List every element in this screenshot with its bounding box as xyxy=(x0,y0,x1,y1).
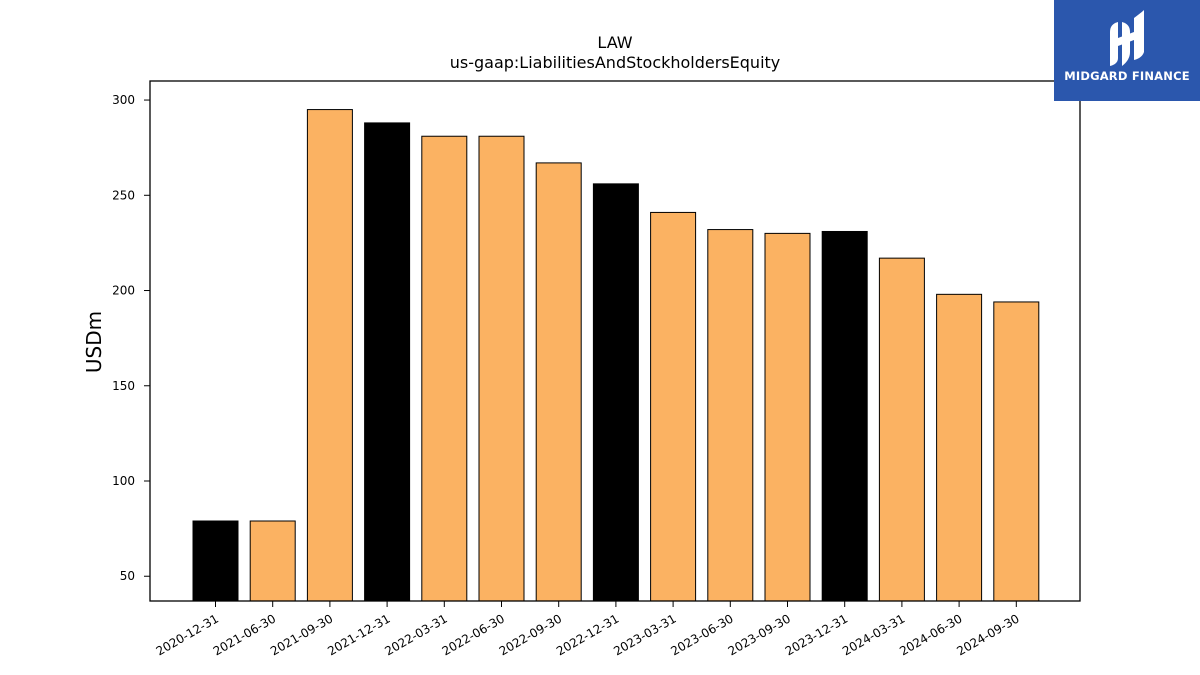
brand-logo: MIDGARD FINANCE xyxy=(1054,0,1200,101)
bar-2024-06-30 xyxy=(936,293,983,602)
x-tick-label: 2021-12-31 xyxy=(325,611,392,658)
bar-2020-12-31 xyxy=(192,520,239,602)
x-tick-label: 2022-12-31 xyxy=(554,611,621,658)
bar-2022-09-30 xyxy=(535,162,582,602)
x-tick-label: 2024-06-30 xyxy=(897,611,964,658)
bar-2023-12-31 xyxy=(821,230,868,602)
bars-group xyxy=(192,109,1040,602)
plot-frame xyxy=(149,80,1081,602)
y-tick-label: 250 xyxy=(112,188,135,202)
bar-2021-06-30 xyxy=(249,520,296,602)
x-tick-label: 2024-03-31 xyxy=(840,611,907,658)
bar-2022-03-31 xyxy=(421,135,468,602)
bar-2023-09-30 xyxy=(764,232,811,602)
x-tick-label: 2021-09-30 xyxy=(268,611,335,658)
chart-subtitle: us-gaap:LiabilitiesAndStockholdersEquity xyxy=(450,53,781,72)
bar-2024-03-31 xyxy=(878,257,925,602)
x-tick-label: 2022-03-31 xyxy=(382,611,449,658)
bar-2023-06-30 xyxy=(707,229,754,602)
y-tick-label: 100 xyxy=(112,474,135,488)
y-tick-label: 50 xyxy=(120,569,135,583)
x-ticks-group: 2020-12-312021-06-302021-09-302021-12-31… xyxy=(154,601,1022,658)
bar-2021-12-31 xyxy=(364,122,411,602)
bar-2022-12-31 xyxy=(592,183,639,602)
bar-2024-09-30 xyxy=(993,301,1040,602)
y-tick-label: 150 xyxy=(112,379,135,393)
y-ticks-group: 50 100 150 200 250 300 xyxy=(112,93,150,583)
x-tick-label: 2022-06-30 xyxy=(440,611,507,658)
y-axis-label: USDm xyxy=(82,311,106,373)
x-tick-label: 2023-03-31 xyxy=(611,611,678,658)
x-tick-label: 2021-06-30 xyxy=(211,611,278,658)
bar-2021-09-30 xyxy=(306,109,353,602)
x-tick-label: 2020-12-31 xyxy=(154,611,221,658)
bar-2022-06-30 xyxy=(478,135,525,602)
x-tick-label: 2022-09-30 xyxy=(497,611,564,658)
x-tick-label: 2024-09-30 xyxy=(954,611,1021,658)
brand-name: MIDGARD FINANCE xyxy=(1064,69,1190,83)
y-tick-label: 200 xyxy=(112,284,135,298)
x-tick-label: 2023-12-31 xyxy=(783,611,850,658)
logo-mark-icon xyxy=(1110,10,1144,66)
x-tick-label: 2023-06-30 xyxy=(668,611,735,658)
y-tick-label: 300 xyxy=(112,93,135,107)
chart-title: LAW xyxy=(597,33,632,52)
x-tick-label: 2023-09-30 xyxy=(726,611,793,658)
bar-2023-03-31 xyxy=(650,211,697,602)
